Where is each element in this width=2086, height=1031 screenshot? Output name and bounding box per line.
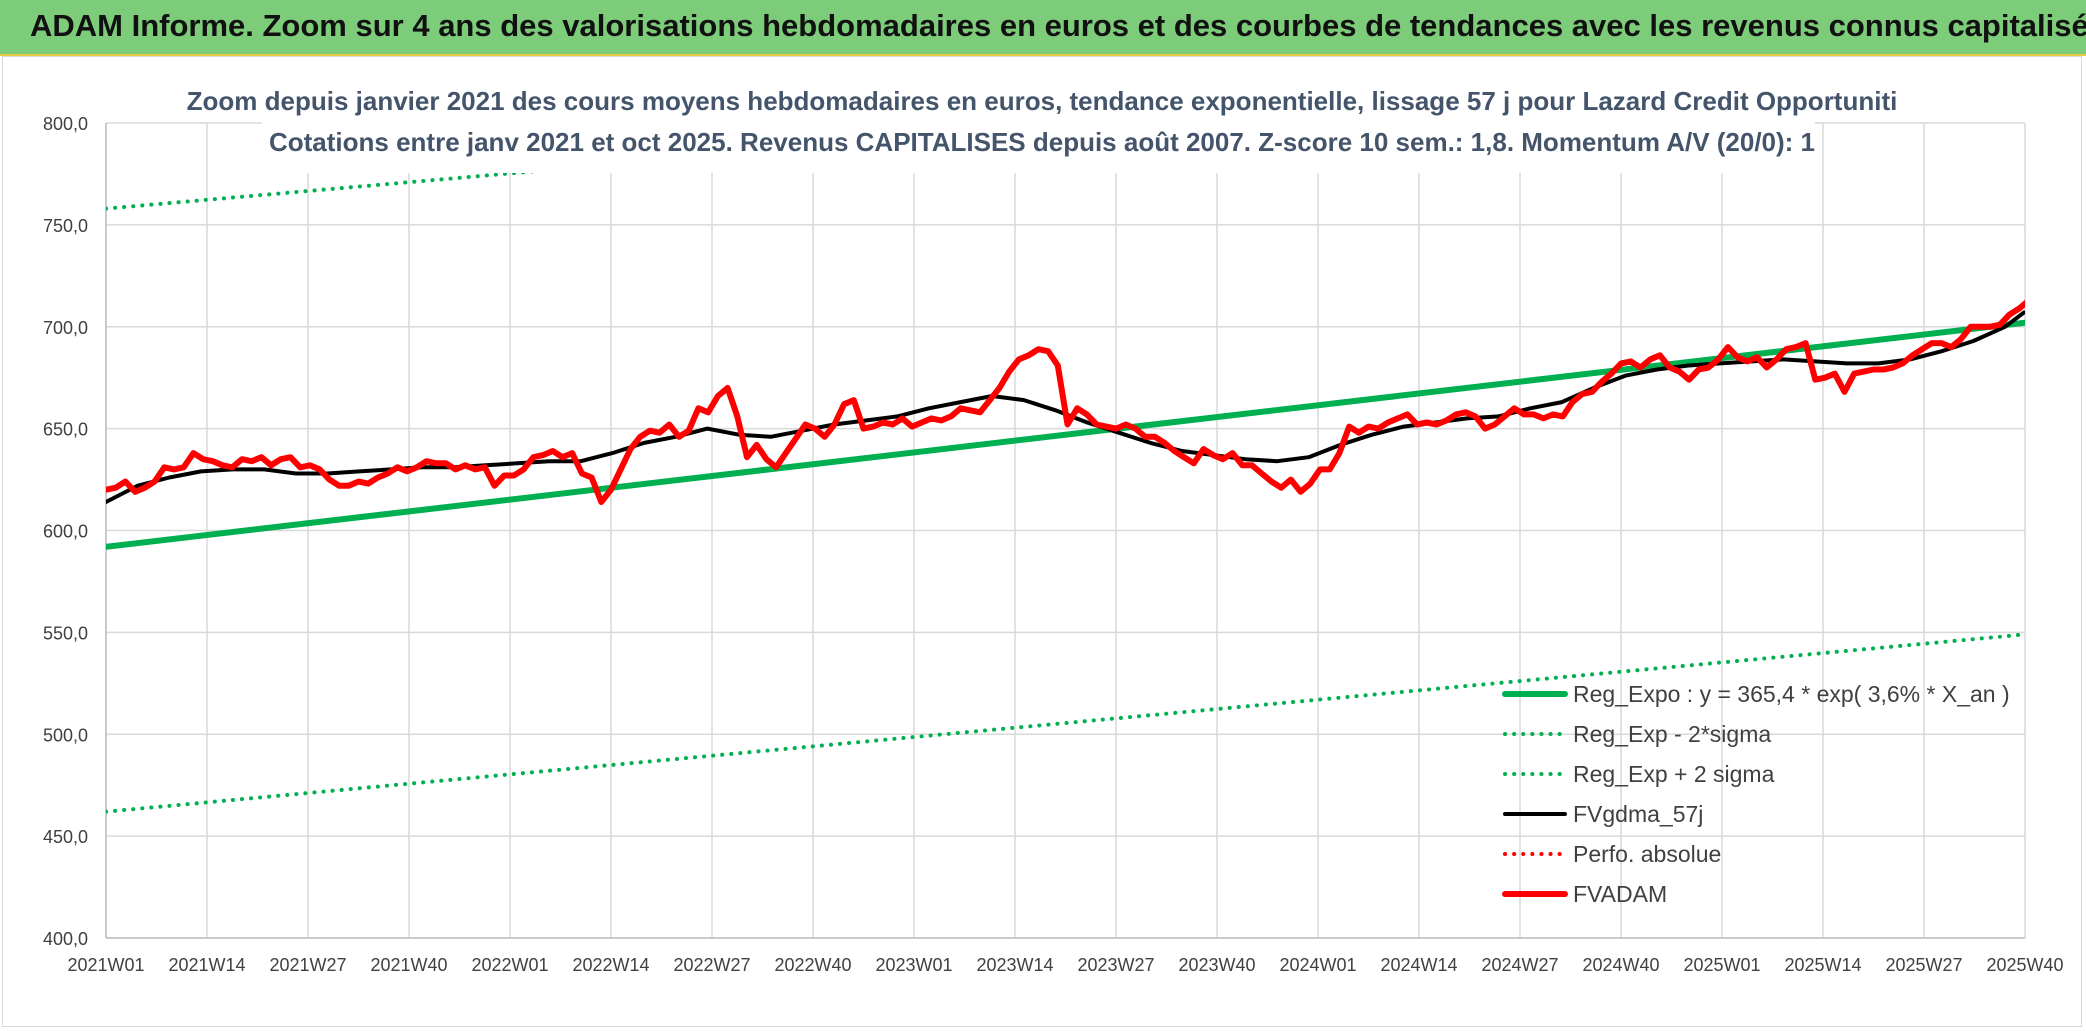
legend-label: Reg_Exp + 2 sigma [1573,761,1775,787]
y-tick-label: 700,0 [43,318,88,338]
report-title: ADAM Informe. Zoom sur 4 ans des valoris… [30,8,2086,43]
report-banner: ADAM Informe. Zoom sur 4 ans des valoris… [0,0,2086,56]
title-backdrop [262,78,1815,173]
x-tick-label: 2023W14 [976,955,1053,975]
y-tick-label: 800,0 [43,114,88,134]
x-tick-label: 2023W01 [875,955,952,975]
x-tick-label: 2021W01 [67,955,144,975]
legend-label: FVgdma_57j [1573,801,1703,827]
y-tick-label: 500,0 [43,725,88,745]
x-tick-label: 2022W40 [774,955,851,975]
x-tick-label: 2024W27 [1481,955,1558,975]
x-tick-label: 2024W01 [1279,955,1356,975]
series-line-5 [106,299,2025,505]
y-tick-label: 750,0 [43,216,88,236]
y-tick-label: 450,0 [43,827,88,847]
x-tick-label: 2025W01 [1683,955,1760,975]
x-tick-label: 2025W14 [1784,955,1861,975]
chart-subtitle: Cotations entre janv 2021 et oct 2025. R… [269,127,1815,157]
x-tick-label: 2022W27 [673,955,750,975]
y-tick-label: 400,0 [43,929,88,949]
x-tick-label: 2023W40 [1178,955,1255,975]
x-tick-label: 2024W14 [1380,955,1457,975]
y-tick-label: 550,0 [43,623,88,643]
x-tick-label: 2021W14 [168,955,245,975]
x-tick-label: 2022W01 [471,955,548,975]
x-tick-label: 2024W40 [1582,955,1659,975]
series-line-1 [106,632,2025,814]
x-tick-label: 2025W27 [1885,955,1962,975]
legend-label: FVADAM [1573,881,1667,907]
legend-label: Perfo. absolue [1573,841,1721,867]
legend-label: Reg_Exp - 2*sigma [1573,721,1771,747]
x-tick-label: 2022W14 [572,955,649,975]
legend-label: Reg_Expo : y = 365,4 * exp( 3,6% * X_an … [1573,681,2010,707]
y-tick-label: 650,0 [43,420,88,440]
chart-title: Zoom depuis janvier 2021 des cours moyen… [187,86,1898,116]
x-tick-label: 2021W27 [269,955,346,975]
series-line-0 [106,319,2025,550]
chart-frame [2,56,2082,1027]
x-tick-label: 2021W40 [370,955,447,975]
x-tick-label: 2025W40 [1986,955,2063,975]
y-tick-label: 600,0 [43,522,88,542]
x-tick-label: 2023W27 [1077,955,1154,975]
